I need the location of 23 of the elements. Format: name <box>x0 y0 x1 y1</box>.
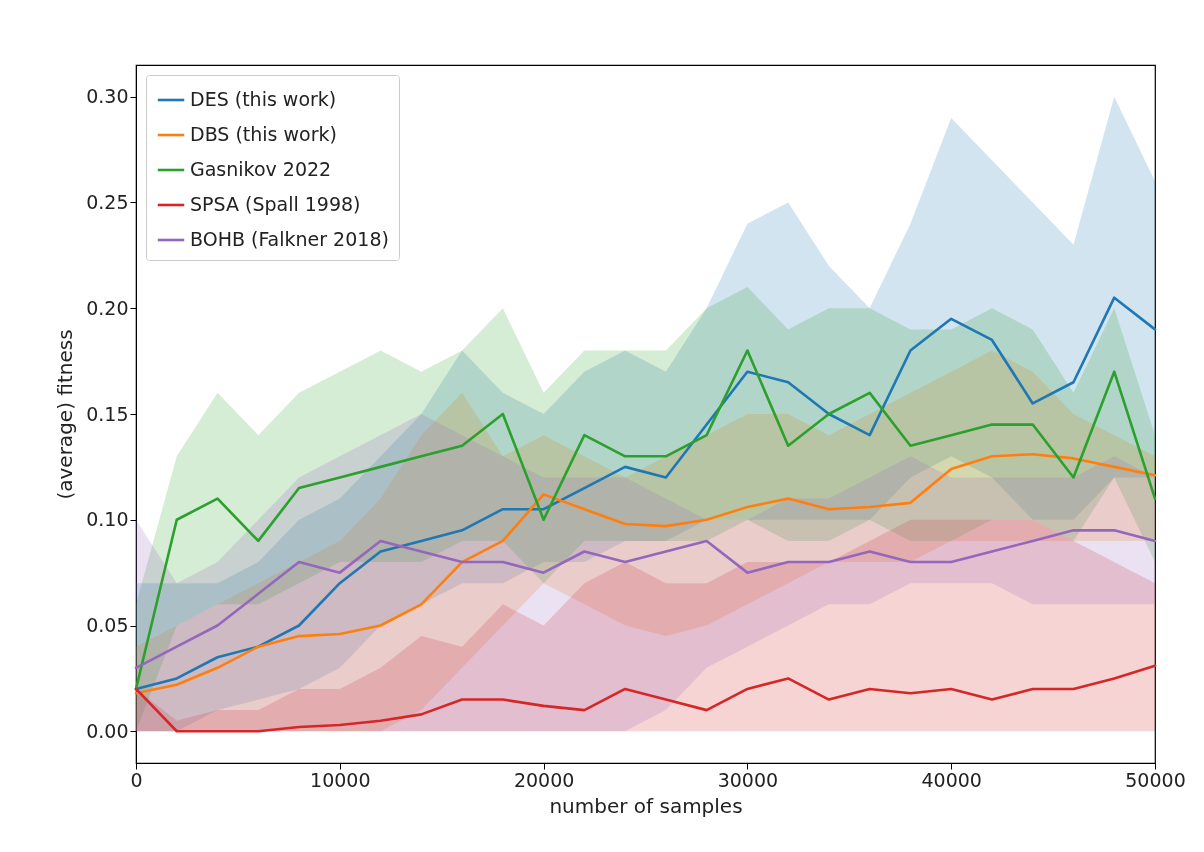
x-tick-label: 50000 <box>1125 768 1186 791</box>
line-series <box>134 529 1157 670</box>
line-series <box>134 452 1157 695</box>
y-axis-title: (average) fitness <box>53 329 78 500</box>
x-tick-label: 10000 <box>310 768 371 791</box>
line-series <box>134 664 1157 733</box>
y-tick-label: 0.20 <box>86 296 129 319</box>
x-tick-label: 40000 <box>921 768 982 791</box>
legend-label: Gasnikov 2022 <box>190 158 332 180</box>
y-tick-label: 0.15 <box>86 402 129 425</box>
y-tick-label: 0.00 <box>86 719 129 742</box>
x-tick-label: 0 <box>130 768 143 791</box>
x-tick-label: 30000 <box>717 768 779 791</box>
legend-label: BOHB (Falkner 2018) <box>190 228 389 250</box>
y-tick-label: 0.10 <box>86 508 129 531</box>
y-tick-label: 0.30 <box>86 85 129 108</box>
x-axis-title: number of samples <box>549 793 743 818</box>
x-tick-label: 20000 <box>513 768 575 791</box>
legend-label: SPSA (Spall 1998) <box>190 193 361 215</box>
y-tick-label: 0.25 <box>86 190 129 213</box>
y-tick-label: 0.05 <box>86 614 129 637</box>
legend-label: DES (this work) <box>190 88 337 110</box>
legend-label: DBS (this work) <box>190 123 337 145</box>
